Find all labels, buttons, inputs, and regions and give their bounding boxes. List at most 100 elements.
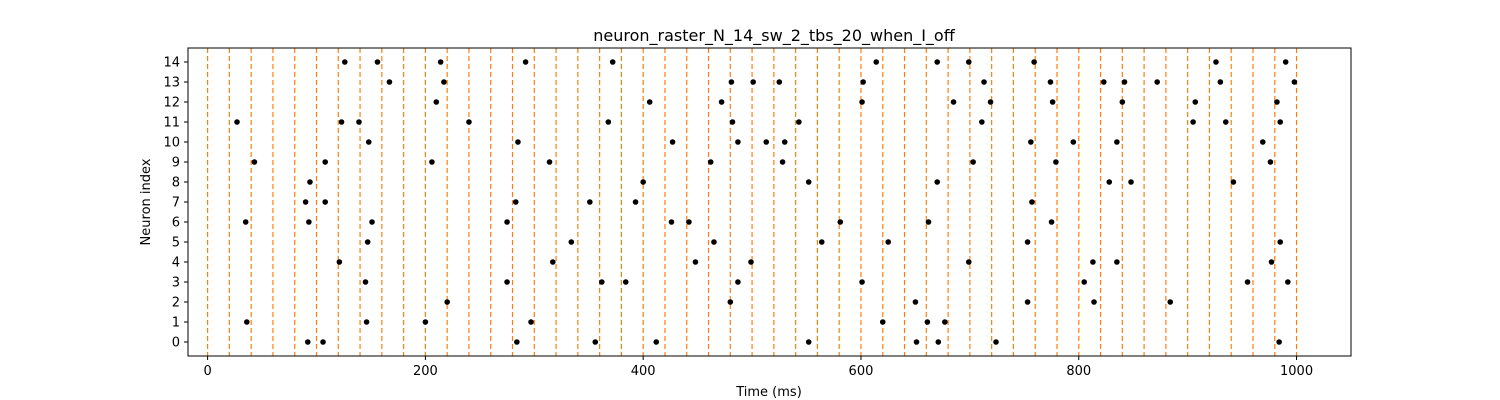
spike-point	[1167, 299, 1174, 305]
spike-point	[668, 219, 675, 225]
spike-point	[374, 59, 381, 65]
spike-point	[1217, 79, 1224, 85]
spike-point	[528, 319, 534, 325]
spike-point	[728, 79, 735, 85]
spike-point	[763, 139, 770, 145]
spike-point	[422, 319, 429, 325]
spike-point	[942, 319, 948, 325]
spike-point	[859, 99, 865, 105]
spike-point	[1274, 99, 1280, 105]
spike-point	[1101, 79, 1107, 85]
spike-point	[304, 339, 311, 345]
spike-point	[735, 139, 741, 145]
spike-point	[950, 99, 957, 105]
spike-point	[1213, 59, 1219, 65]
spike-point	[433, 99, 440, 105]
spike-point	[386, 79, 393, 85]
spike-point	[1070, 139, 1077, 145]
x-tick-label: 200	[413, 364, 438, 379]
spike-point	[879, 319, 886, 325]
spike-point	[781, 139, 788, 145]
spike-point	[1029, 199, 1035, 205]
spike-point	[1090, 259, 1096, 265]
x-tick-label: 0	[203, 364, 211, 379]
y-tick-label: 2	[172, 296, 180, 311]
spike-point	[342, 59, 348, 65]
spike-point	[1024, 299, 1031, 305]
spike-point	[504, 279, 510, 285]
spike-point	[356, 119, 362, 125]
spike-point	[796, 119, 802, 125]
spike-point	[622, 279, 629, 285]
spike-point	[1053, 159, 1059, 165]
spike-point	[860, 79, 866, 85]
spike-point	[805, 339, 812, 345]
spike-point	[707, 159, 714, 165]
spike-point	[779, 159, 786, 165]
spike-point	[632, 199, 639, 205]
spike-point	[686, 219, 692, 225]
spike-point	[568, 239, 575, 245]
spike-point	[935, 339, 942, 345]
spike-point	[1121, 79, 1128, 85]
spike-point	[646, 99, 653, 105]
spike-point	[692, 259, 699, 265]
spike-point	[934, 59, 940, 65]
spike-point	[599, 279, 605, 285]
x-tick-label: 800	[1066, 364, 1091, 379]
spike-point	[1230, 179, 1237, 185]
spike-point	[322, 159, 329, 165]
spike-point	[970, 159, 976, 165]
spike-point	[1047, 79, 1054, 85]
spike-point	[729, 119, 736, 125]
spike-point	[965, 259, 972, 265]
spike-point	[727, 299, 734, 305]
spike-point	[818, 239, 825, 245]
spike-point	[1128, 179, 1134, 185]
spike-point	[1114, 259, 1120, 265]
spike-point	[592, 339, 599, 345]
spike-point	[609, 59, 616, 65]
spike-point	[1282, 59, 1289, 65]
spike-point	[437, 59, 444, 65]
timestep-lines	[207, 48, 1298, 356]
spike-point	[1192, 99, 1199, 105]
spike-point	[441, 79, 447, 85]
y-axis-label: Neuron index	[139, 158, 154, 245]
spike-point	[859, 279, 865, 285]
spike-point	[244, 319, 250, 325]
plot-frame	[187, 47, 1352, 357]
y-tick-label: 1	[172, 316, 180, 331]
spike-point	[1190, 119, 1196, 125]
y-tick-label: 14	[163, 56, 180, 71]
spike-point	[444, 299, 450, 305]
x-axis-label: Time (ms)	[735, 385, 802, 400]
spike-point	[1267, 159, 1274, 165]
y-tick-label: 8	[172, 176, 180, 191]
spike-point	[512, 199, 519, 205]
y-tick-label: 10	[163, 136, 180, 151]
spike-point	[750, 79, 756, 85]
y-tick-label: 3	[172, 276, 180, 291]
spike-point	[549, 259, 556, 265]
y-tick-label: 6	[172, 216, 180, 231]
spike-point	[653, 339, 660, 345]
y-tick-label: 12	[163, 96, 180, 111]
spike-point	[1276, 339, 1282, 345]
spike-point	[1119, 99, 1126, 105]
spike-point	[873, 59, 880, 65]
spike-point	[429, 159, 435, 165]
spike-point	[251, 159, 258, 165]
y-tick-label: 13	[163, 76, 180, 91]
spike-point	[1024, 239, 1031, 245]
spike-point	[504, 219, 510, 225]
spike-point	[837, 219, 844, 225]
spike-point	[934, 179, 940, 185]
spike-point	[302, 199, 309, 205]
spike-point	[1081, 279, 1088, 285]
spike-point	[234, 119, 240, 125]
spike-point	[1091, 299, 1097, 305]
y-tick-label: 4	[172, 256, 180, 271]
